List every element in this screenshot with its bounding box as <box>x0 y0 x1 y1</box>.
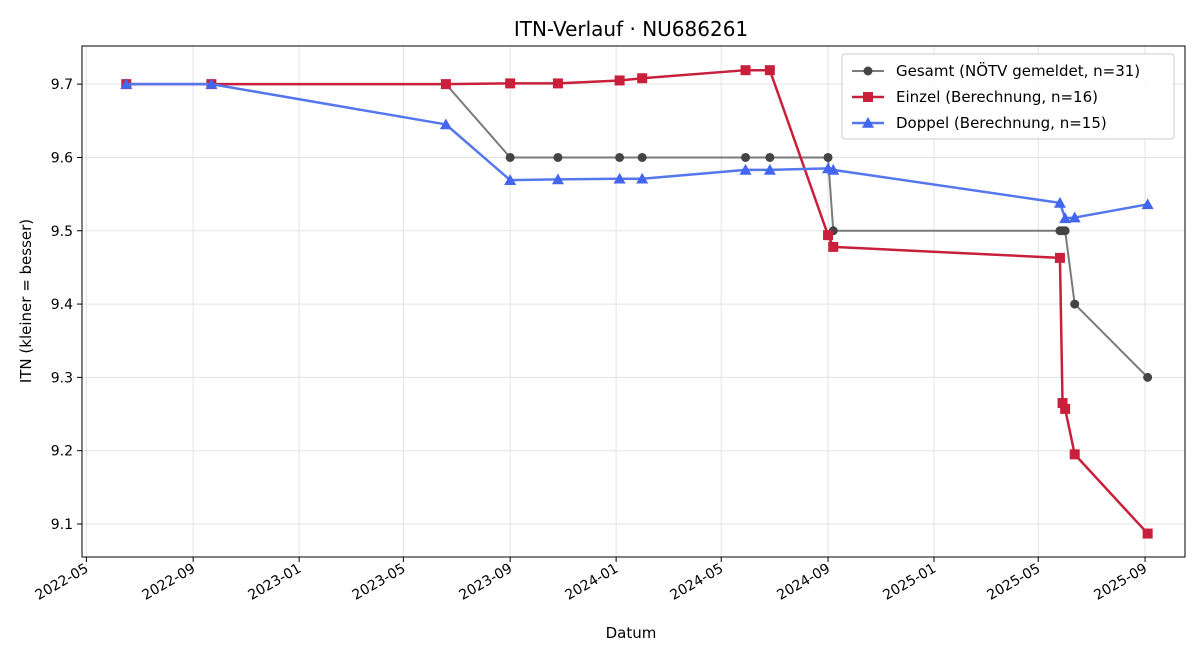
data-point <box>120 78 133 89</box>
data-point <box>763 163 776 175</box>
data-point <box>505 152 515 162</box>
data-point <box>765 152 775 162</box>
data-point <box>1143 372 1153 382</box>
legend-box <box>841 53 1175 140</box>
data-point <box>740 65 751 76</box>
y-tick-label: 9.5 <box>51 224 73 240</box>
x-axis: 2022-05 2022-09 2023-01 2023-05 2023-09 2024-… <box>33 557 1150 604</box>
data-point <box>636 172 649 184</box>
x-tick-label: 2024-09 <box>774 561 833 604</box>
x-tick-label: 2024-05 <box>668 561 727 604</box>
legend-entry: Gesamt (NÖTV gemeldet, n=31) <box>896 61 1140 80</box>
x-tick-label: 2022-05 <box>33 561 92 604</box>
data-point <box>1060 226 1070 236</box>
data-point <box>504 174 517 185</box>
data-point <box>764 65 775 76</box>
data-point <box>439 118 452 130</box>
plot-frame <box>81 45 1186 558</box>
data-point <box>615 152 625 162</box>
y-tick-label: 9.2 <box>51 444 73 460</box>
legend-entry: Einzel (Berechnung, n=16) <box>896 88 1098 106</box>
data-point <box>1057 398 1068 409</box>
data-point <box>505 78 516 89</box>
data-point <box>823 230 834 241</box>
data-point <box>553 152 563 162</box>
data-point <box>614 75 625 86</box>
y-tick-label: 9.1 <box>51 517 73 533</box>
x-tick-label: 2025-01 <box>880 561 939 604</box>
y-tick-label: 9.3 <box>51 370 73 386</box>
data-point <box>205 78 218 89</box>
data-point <box>1142 528 1153 539</box>
data-point <box>552 78 563 89</box>
x-tick-label: 2025-09 <box>1091 561 1150 604</box>
data-point <box>823 152 833 162</box>
data-point <box>551 173 564 185</box>
series-3 <box>120 78 1154 224</box>
legend-marker <box>862 117 874 128</box>
data-point <box>1060 403 1071 414</box>
data-point <box>828 241 839 252</box>
data-point <box>1070 299 1080 309</box>
data-point <box>440 79 451 90</box>
data-point <box>637 73 648 84</box>
x-tick-label: 2023-01 <box>245 561 304 604</box>
data-point <box>739 163 752 175</box>
data-point <box>1068 211 1081 223</box>
data-point <box>1053 196 1066 208</box>
legend: Gesamt (NÖTV gemeldet, n=31) Einzel (Bere… <box>841 53 1175 140</box>
y-tick-label: 9.4 <box>51 297 73 313</box>
data-point <box>1059 212 1072 224</box>
chart-title: ITN-Verlauf · NU686261 <box>514 17 748 41</box>
x-axis-label: Datum <box>606 624 657 642</box>
data-point <box>1069 449 1080 460</box>
data-point <box>613 172 626 184</box>
x-tick-label: 2022-09 <box>140 561 199 604</box>
y-tick-label: 9.6 <box>51 150 73 166</box>
data-point <box>741 152 751 162</box>
legend-entry: Doppel (Berechnung, n=15) <box>896 114 1107 132</box>
y-axis-label: ITN (kleiner = besser) <box>17 219 35 383</box>
x-tick-label: 2023-05 <box>350 561 409 604</box>
data-point <box>1054 252 1065 263</box>
data-point <box>637 152 647 162</box>
x-tick-label: 2023-09 <box>457 561 516 604</box>
y-axis: 9.1 9.2 9.3 9.4 9.5 9.6 9.7 <box>51 77 82 533</box>
series-layer <box>120 65 1154 539</box>
legend-marker <box>863 66 873 76</box>
x-tick-label: 2025-05 <box>985 561 1044 604</box>
legend-marker <box>863 92 873 102</box>
data-point <box>1141 198 1154 210</box>
x-tick-label: 2024-01 <box>562 561 621 604</box>
series-line <box>126 68 1149 535</box>
y-tick-label: 9.7 <box>51 77 73 93</box>
data-point <box>827 163 840 175</box>
